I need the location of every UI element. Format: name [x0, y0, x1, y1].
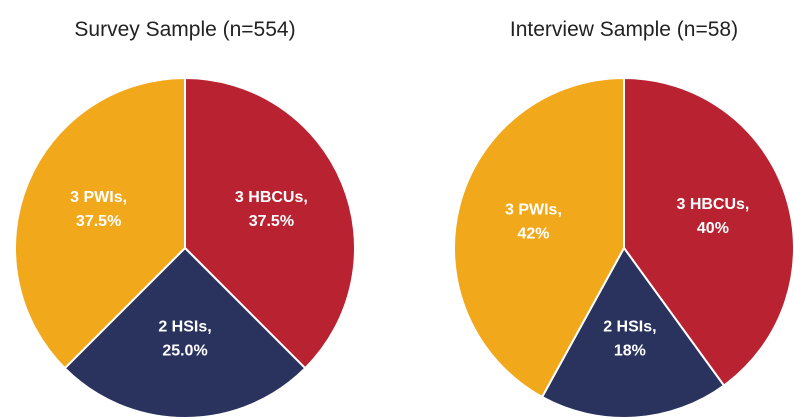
slice-value-label: 42%	[517, 226, 549, 243]
slice-category: 3 PWIs,	[70, 189, 127, 206]
slice-category: 2 HSIs,	[603, 318, 656, 335]
chart-title: Interview Sample (n=58)	[510, 18, 738, 41]
pie-slice	[63, 246, 307, 419]
slice-category: 3 HBCUs,	[676, 196, 749, 213]
chart-title: Survey Sample (n=554)	[74, 18, 295, 41]
pie-slice	[453, 76, 625, 399]
pie-slice	[14, 76, 186, 370]
slice-value-label: 37.5%	[249, 213, 294, 230]
slice-value-label: 18%	[614, 342, 646, 359]
pie-slice	[623, 76, 794, 387]
pie-slice	[540, 246, 726, 419]
slice-category: 3 HBCUs,	[235, 189, 308, 206]
pie-slice	[184, 76, 356, 370]
slice-category: 2 HSIs,	[158, 319, 211, 336]
slice-value-label: 40%	[697, 220, 729, 237]
slice-value-label: 37.5%	[76, 213, 121, 230]
slice-category: 3 PWIs,	[505, 202, 562, 219]
slice-value-label: 25.0%	[162, 343, 207, 360]
